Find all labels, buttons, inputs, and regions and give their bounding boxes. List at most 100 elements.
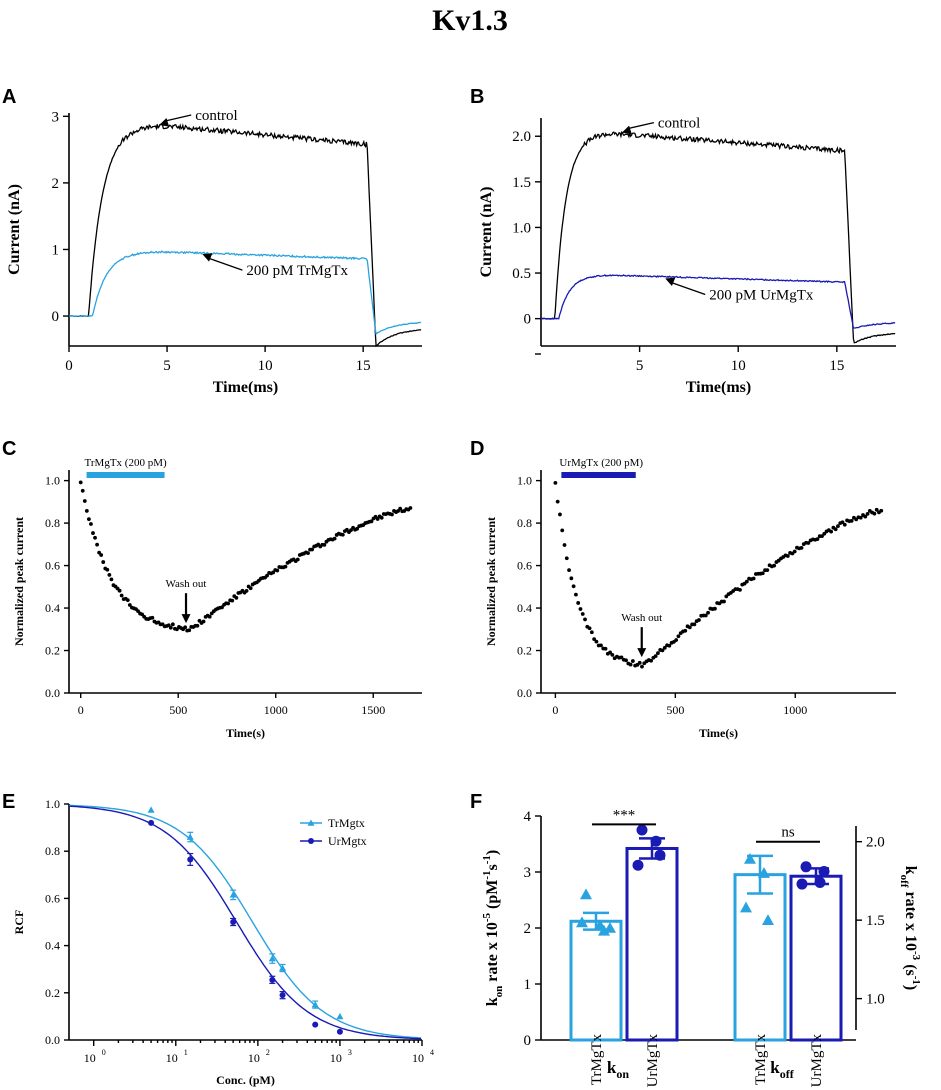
data-point <box>93 535 97 540</box>
data-point <box>187 628 192 633</box>
ylabel-subscript: on <box>493 986 505 998</box>
data-point-urmgtx <box>312 1021 319 1028</box>
data-point <box>676 634 681 639</box>
y-tick-label: 0.4 <box>45 601 60 615</box>
data-point <box>89 522 93 526</box>
y-tick-label: 0.6 <box>45 559 60 573</box>
trace-control <box>68 123 422 348</box>
significance-label: *** <box>613 807 636 823</box>
data-point <box>578 607 583 611</box>
annotation-label: control <box>195 108 238 124</box>
x-axis-title: Time(ms) <box>686 379 751 396</box>
data-point <box>117 588 122 593</box>
y-tick-label: 0.2 <box>45 644 60 658</box>
data-point <box>574 592 578 597</box>
panel-letter-a: A <box>2 86 16 108</box>
data-point <box>836 524 840 529</box>
data-point-trmgtx <box>311 1001 319 1008</box>
toxin-application-bar <box>561 472 636 478</box>
data-point <box>398 506 403 511</box>
data-point <box>744 579 749 584</box>
data-point <box>306 551 310 555</box>
data-point <box>283 564 288 569</box>
data-point <box>842 522 847 527</box>
data-point <box>119 593 124 598</box>
data-point <box>340 532 345 537</box>
data-point <box>863 514 868 519</box>
individual-point <box>636 824 648 836</box>
data-point <box>713 606 717 611</box>
data-point <box>865 511 870 516</box>
bar-label: UrMgTx <box>809 1034 825 1088</box>
data-point <box>86 517 91 522</box>
data-point <box>375 517 380 521</box>
x-tick-exponent: 3 <box>348 1048 352 1057</box>
y-tick-label: 1.0 <box>517 474 532 488</box>
data-point <box>265 573 269 578</box>
annotation-arrowhead <box>621 125 632 135</box>
group-label-main: k <box>770 1058 780 1077</box>
ylabel-part: (s <box>902 960 919 976</box>
x-axis-title: Time(s) <box>226 726 265 740</box>
data-point <box>667 643 672 648</box>
data-point <box>706 610 710 615</box>
individual-point <box>814 876 826 888</box>
data-point <box>765 568 770 572</box>
x-tick-label: 10 <box>731 358 746 374</box>
data-point-urmgtx <box>279 992 286 999</box>
data-point <box>722 599 726 604</box>
group-label-subscript: off <box>780 1067 795 1081</box>
panel-b-current-trace-urmgtx: 5 10 15 0 0.5 1.0 1.5 2.0 Time(ms) Current (nA) co… <box>478 116 896 396</box>
data-point <box>183 625 188 630</box>
data-point <box>703 613 708 618</box>
data-point <box>408 506 413 510</box>
panel-letter-c: C <box>2 438 16 460</box>
y-axis-title-left: kon rate x 10-5 (pM-1s-1) <box>481 850 505 1006</box>
data-point-urmgtx <box>230 919 237 925</box>
y-tick-label: 0 <box>524 312 532 328</box>
ylabel-part: s <box>484 864 501 870</box>
individual-point <box>796 878 808 890</box>
y-tick-label-right: 1.0 <box>866 992 885 1008</box>
ylabel-subscript: off <box>898 875 910 888</box>
trace-200-pm-urmgtx <box>540 274 896 329</box>
x-tick-exponent: 1 <box>184 1048 188 1057</box>
x-tick-exponent: 2 <box>266 1048 270 1057</box>
data-point <box>587 626 592 631</box>
data-point <box>608 650 612 655</box>
individual-point <box>580 888 592 900</box>
ylabel-part: rate x 10 <box>902 887 919 951</box>
ylabel-superscript: -1 <box>481 855 493 864</box>
data-point <box>369 519 374 524</box>
annotation-label: control <box>658 116 701 132</box>
annotation-arrow <box>627 121 655 130</box>
y-axis-title: Current (nA) <box>478 187 495 278</box>
individual-point <box>650 835 662 847</box>
x-axis-title: Time(s) <box>699 726 738 740</box>
data-point <box>355 526 360 531</box>
data-point <box>785 554 790 558</box>
x-tick-label: 1000 <box>783 703 807 717</box>
y-tick-label: 3 <box>52 109 60 125</box>
y-tick-label: 0.0 <box>45 1033 60 1047</box>
data-point <box>127 603 132 607</box>
x-tick-label: 500 <box>169 703 187 717</box>
data-point <box>674 638 679 642</box>
y-tick-label: 0.4 <box>517 601 532 615</box>
ylabel-part: k <box>484 997 501 1006</box>
x-tick-label: 10 <box>330 1051 342 1065</box>
individual-point <box>598 924 610 936</box>
data-point <box>599 643 603 648</box>
data-point <box>697 618 701 622</box>
annotation-arrow <box>165 114 192 122</box>
data-point <box>220 605 224 610</box>
y-tick-label: 3 <box>524 865 532 881</box>
data-point <box>168 625 173 630</box>
data-point <box>248 586 253 591</box>
y-axis-title-right: koff rate x 10-3 (s-1) <box>898 866 922 991</box>
individual-point <box>744 852 756 864</box>
data-point-urmgtx <box>269 976 276 983</box>
data-point-trmgtx <box>268 955 276 962</box>
data-point <box>82 499 87 503</box>
data-point <box>201 619 206 624</box>
